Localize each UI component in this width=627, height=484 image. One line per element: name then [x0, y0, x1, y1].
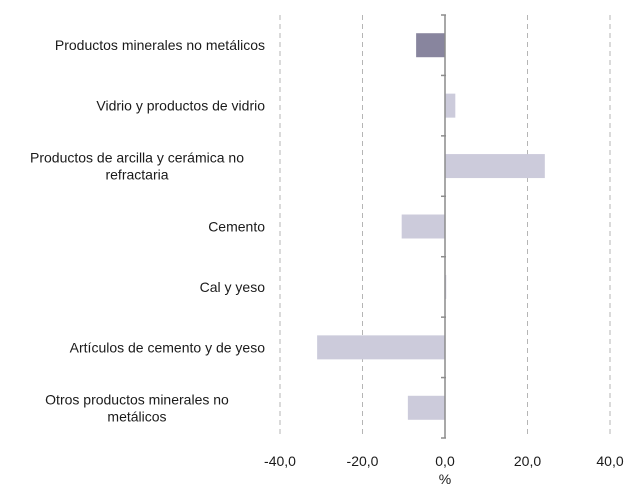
- grid-lines: [279, 15, 611, 438]
- bars: [317, 33, 545, 420]
- bar-2: [445, 154, 545, 179]
- bar-5: [317, 335, 445, 360]
- x-tick-label-0: -40,0: [264, 453, 296, 469]
- x-tick-label-1: -20,0: [347, 453, 379, 469]
- category-label-3: Cemento: [208, 219, 265, 235]
- bar-6: [407, 395, 445, 420]
- zero-axis: [441, 14, 446, 439]
- x-axis-title: %: [439, 471, 451, 484]
- category-label-4: Cal y yeso: [200, 279, 266, 295]
- x-tick-label-2: 0,0: [435, 453, 455, 469]
- x-tick-label-3: 20,0: [514, 453, 541, 469]
- category-label-6-line-0: Otros productos minerales no: [45, 391, 229, 407]
- category-label-1: Vidrio y productos de vidrio: [96, 98, 265, 114]
- bar-0: [416, 33, 445, 58]
- category-label-2-line-0: Productos de arcilla y cerámica no: [30, 150, 244, 166]
- bar-3: [401, 214, 445, 239]
- category-labels: Productos minerales no metálicos Vidrio y…: [30, 37, 265, 424]
- category-label-5: Artículos de cemento y de yeso: [70, 339, 266, 355]
- x-tick-labels: -40,0 -20,0 0,0 20,0 40,0: [264, 453, 624, 469]
- category-label-0: Productos minerales no metálicos: [55, 37, 265, 53]
- bar-1: [445, 93, 456, 118]
- x-tick-label-4: 40,0: [596, 453, 623, 469]
- category-label-6-line-1: metálicos: [107, 408, 166, 424]
- category-label-2-line-1: refractaria: [105, 167, 168, 183]
